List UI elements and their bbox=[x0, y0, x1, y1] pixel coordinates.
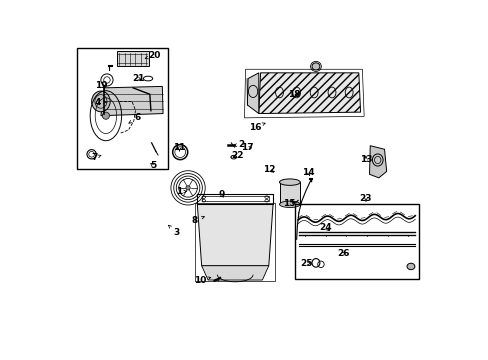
Polygon shape bbox=[258, 73, 360, 113]
Text: 16: 16 bbox=[248, 123, 264, 132]
Polygon shape bbox=[369, 146, 386, 178]
Text: 2: 2 bbox=[233, 140, 244, 149]
Text: 15: 15 bbox=[283, 199, 295, 208]
Text: 6: 6 bbox=[129, 113, 140, 123]
Text: 13: 13 bbox=[359, 155, 371, 164]
Text: 21: 21 bbox=[132, 74, 144, 83]
Text: 17: 17 bbox=[241, 143, 253, 152]
Text: 11: 11 bbox=[173, 143, 185, 152]
Bar bbox=[116, 51, 148, 66]
Ellipse shape bbox=[406, 263, 414, 270]
Text: 7: 7 bbox=[91, 153, 101, 162]
Text: 24: 24 bbox=[318, 222, 331, 231]
Text: 22: 22 bbox=[231, 151, 243, 160]
Text: 14: 14 bbox=[302, 168, 314, 177]
Text: 1: 1 bbox=[176, 187, 186, 196]
Text: 20: 20 bbox=[145, 51, 161, 60]
Text: 26: 26 bbox=[336, 249, 348, 258]
Bar bbox=[279, 182, 300, 204]
Ellipse shape bbox=[185, 186, 190, 190]
Polygon shape bbox=[101, 86, 163, 116]
Ellipse shape bbox=[91, 91, 110, 112]
Polygon shape bbox=[247, 73, 258, 113]
Bar bbox=[77, 48, 167, 168]
Text: 25: 25 bbox=[300, 259, 312, 268]
Text: 19: 19 bbox=[94, 81, 107, 90]
Text: 23: 23 bbox=[359, 194, 371, 203]
Text: 12: 12 bbox=[263, 165, 275, 174]
Ellipse shape bbox=[279, 179, 300, 185]
Text: 10: 10 bbox=[194, 276, 210, 285]
Text: 18: 18 bbox=[287, 90, 300, 99]
Ellipse shape bbox=[102, 112, 109, 119]
Text: 5: 5 bbox=[150, 161, 156, 170]
Polygon shape bbox=[201, 266, 268, 280]
Text: 4: 4 bbox=[95, 98, 106, 107]
Ellipse shape bbox=[311, 63, 319, 70]
Text: 3: 3 bbox=[168, 225, 180, 237]
Ellipse shape bbox=[279, 201, 300, 207]
Polygon shape bbox=[197, 204, 272, 266]
Bar bbox=[294, 204, 418, 279]
Text: 8: 8 bbox=[191, 216, 204, 225]
Text: 9: 9 bbox=[218, 190, 224, 199]
